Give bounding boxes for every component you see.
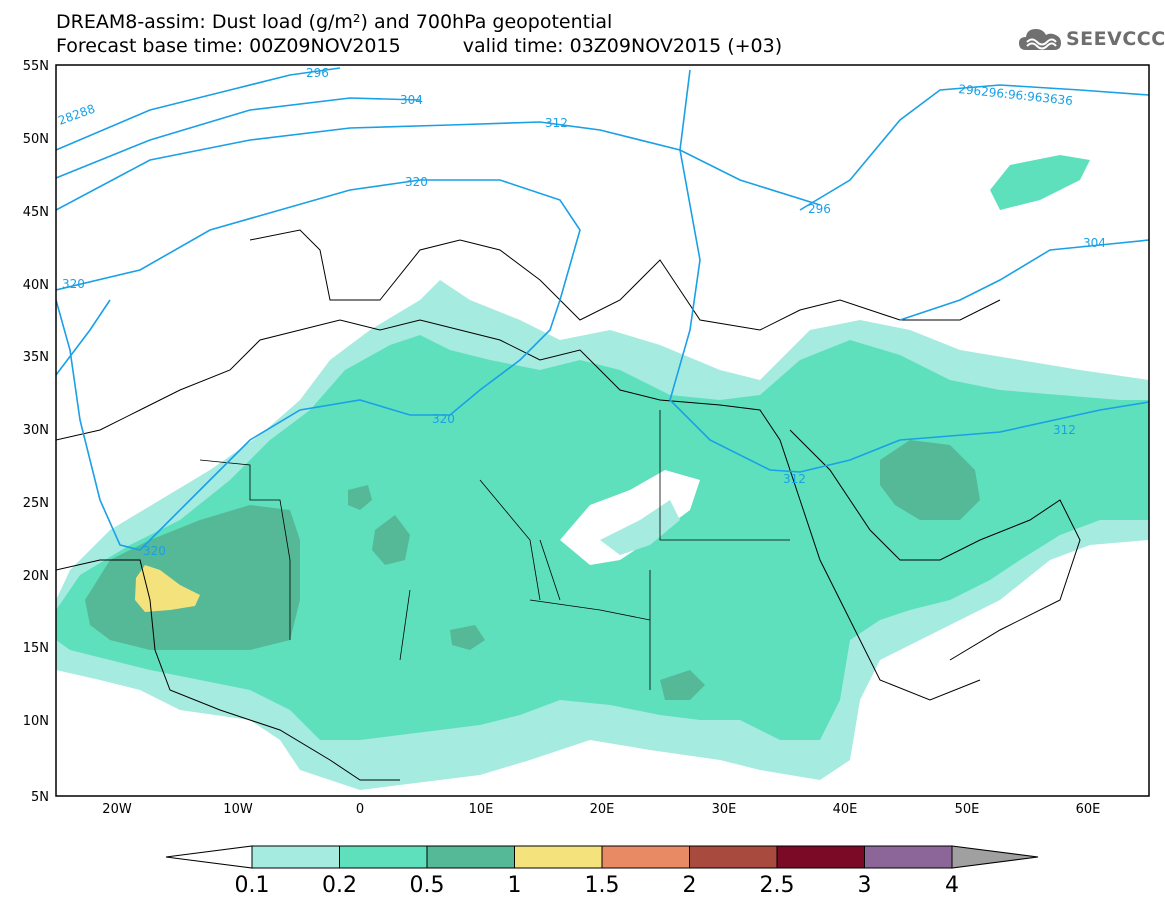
contour-label: 312 (1053, 423, 1076, 437)
legend-tick-label: 1.5 (585, 873, 620, 898)
contour-label: 304 (400, 93, 423, 107)
lat-label: 20N (23, 569, 49, 584)
lat-axis-labels: 5N 10N 15N 20N 25N 30N 35N 40N 45N 50N 5… (23, 59, 49, 805)
dust-shade-1.0 (135, 565, 200, 612)
lon-label: 0 (356, 802, 364, 817)
valid-time-label: valid time: 03Z09NOV2015 (+03) (462, 35, 783, 57)
contour-line (669, 69, 1149, 473)
legend-left-arrow (165, 845, 253, 869)
europe-coast (249, 229, 1001, 331)
dust-shade-0.2-caspian (990, 155, 1090, 210)
lat-label: 5N (31, 790, 49, 805)
contour-line (56, 179, 581, 551)
legend-cell (514, 845, 603, 869)
contour-label: 320 (405, 175, 428, 189)
africa-coast (56, 319, 981, 781)
lat-label: 55N (23, 59, 49, 74)
lon-label: 40E (833, 802, 858, 817)
legend-tick-label: 2 (683, 873, 697, 898)
legend-tick-label: 1 (508, 873, 522, 898)
legend-cell (426, 845, 515, 869)
dust-shade-0.5-d (660, 670, 705, 700)
dust-shade-0.5-f (348, 485, 372, 510)
legend-tick-label: 4 (945, 873, 959, 898)
lat-label: 40N (23, 278, 49, 293)
legend-tick-label: 2.5 (760, 873, 795, 898)
contour-label: 312 (783, 472, 806, 486)
lat-label: 30N (23, 423, 49, 438)
map-subtitle: Forecast base time: 00Z09NOV2015 valid ti… (56, 36, 782, 56)
contour-label: 28288 (56, 102, 97, 128)
contour-label: 296 (808, 202, 831, 216)
arabia-coast (789, 429, 1081, 661)
legend-colorbar: 0.1 0.2 0.5 1 1.5 2 2.5 3 4 (165, 845, 1039, 898)
dust-shade-0.5-e (450, 625, 485, 650)
dust-shade-0.5-c (372, 515, 410, 565)
lat-label: 15N (23, 641, 49, 656)
legend-cell (601, 845, 690, 869)
contour-line (899, 239, 1149, 321)
borders (199, 410, 790, 690)
lon-label: 60E (1076, 802, 1101, 817)
legend-cell (776, 845, 865, 869)
logo-text: SEEVCCC (1066, 28, 1165, 50)
contour-line (56, 299, 111, 376)
contour-line (56, 67, 341, 151)
lon-label: 10W (223, 802, 253, 817)
legend-tick-label: 0.2 (322, 873, 357, 898)
coastlines (56, 229, 1081, 781)
seevccc-logo: SEEVCCC (1018, 24, 1165, 54)
contour-label: 320 (62, 277, 85, 291)
base-time-label: Forecast base time: 00Z09NOV2015 (56, 35, 401, 57)
legend-right-arrow (951, 845, 1039, 869)
legend-cell (864, 845, 953, 869)
cloud-logo-icon (1019, 29, 1061, 50)
legend-cell (689, 845, 778, 869)
lon-label: 20E (590, 802, 615, 817)
dust-shade-0.5 (85, 505, 300, 650)
contour-label: 312 (545, 116, 568, 130)
lon-label: 20W (102, 802, 132, 817)
lat-label: 25N (23, 496, 49, 511)
contour-line (56, 121, 821, 211)
map-title: DREAM8-assim: Dust load (g/m²) and 700hP… (56, 11, 613, 33)
lon-label: 10E (469, 802, 494, 817)
legend-tick-label: 0.5 (410, 873, 445, 898)
contour-line (56, 97, 421, 179)
contour-label: 320 (432, 412, 455, 426)
dust-clear-patch (560, 470, 700, 565)
lat-label: 50N (23, 132, 49, 147)
contour-label: 304 (1083, 236, 1106, 250)
lon-label: 30E (712, 802, 737, 817)
lon-axis-labels: 20W 10W 0 10E 20E 30E 40E 50E 60E (102, 802, 1100, 817)
geopotential-contours (56, 67, 1149, 551)
legend-tick-label: 0.1 (235, 873, 270, 898)
lat-label: 45N (23, 205, 49, 220)
contour-label: 320 (143, 544, 166, 558)
lon-label: 50E (955, 802, 980, 817)
dust-field (56, 155, 1149, 790)
lat-label: 35N (23, 350, 49, 365)
contour-label: 296 (306, 66, 329, 80)
lat-label: 10N (23, 714, 49, 729)
legend-tick-label: 3 (858, 873, 872, 898)
map-frame (55, 64, 1150, 797)
dust-shade-0.5-b (880, 440, 980, 520)
contour-line (799, 84, 1149, 211)
legend-cell (339, 845, 428, 869)
legend-cell (251, 845, 340, 869)
